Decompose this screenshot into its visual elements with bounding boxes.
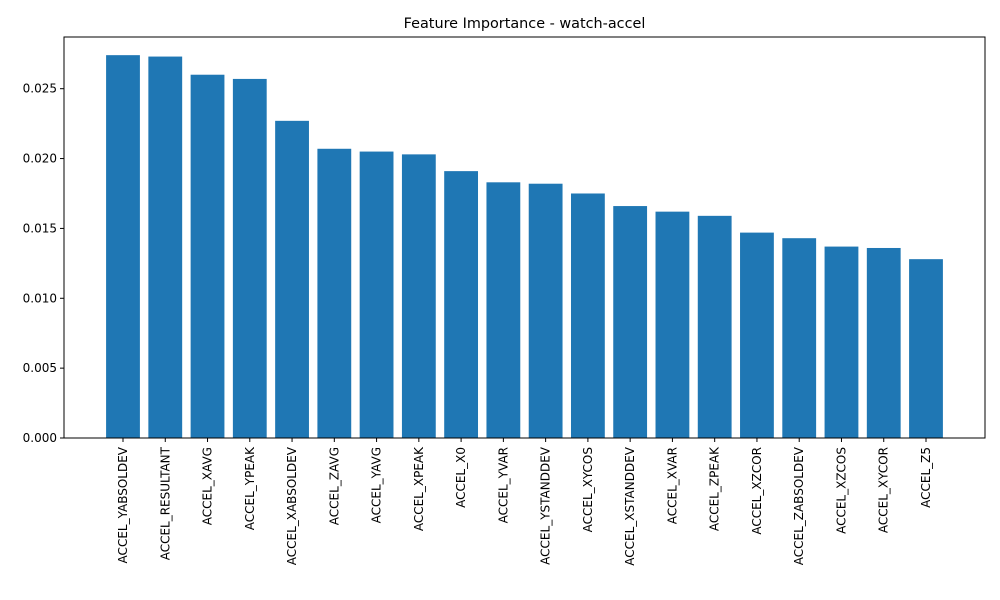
x-tick-label: ACCEL_XPEAK (412, 446, 426, 531)
bar-accel-zabsoldev (782, 238, 817, 438)
bars-group (106, 55, 943, 439)
plot-frame (63, 36, 986, 439)
y-tick-label: 0.015 (23, 221, 57, 235)
bar-accel-yvar (486, 182, 521, 438)
bar-accel-yavg (359, 151, 394, 438)
x-tick-label: ACCEL_X0 (454, 447, 468, 508)
x-tick-label: ACCEL_YSTANDDEV (539, 446, 553, 565)
x-tick-label: ACCEL_XZCOR (750, 447, 764, 535)
x-tick-label: ACCEL_ZPEAK (708, 446, 722, 531)
x-tick-label: ACCEL_XAVG (201, 447, 215, 525)
y-tick-label: 0.010 (23, 291, 57, 305)
x-tick-label: ACCEL_YABSOLDEV (116, 446, 130, 563)
x-tick-label: ACCEL_XYCOS (581, 447, 595, 532)
x-tick-label: ACCEL_Z5 (919, 447, 933, 508)
bar-accel-xpeak (401, 154, 436, 438)
y-tick-label: 0.000 (23, 431, 57, 445)
x-tick-label: ACCEL_ZAVG (327, 447, 341, 525)
bar-accel-xycos (570, 193, 605, 438)
x-axis: ACCEL_YABSOLDEV ACCEL_RESULTANT ACCEL_XAVG… (116, 438, 933, 566)
x-tick-label: ACCEL_XYCOR (877, 447, 891, 533)
bar-accel-ypeak (232, 78, 267, 439)
chart-title: Feature Importance - watch-accel (404, 16, 646, 32)
bar-accel-yabsoldev (106, 55, 140, 438)
x-tick-label: ACCEL_XSTANDDEV (623, 446, 637, 566)
bar-accel-xabsoldev (275, 120, 309, 438)
x-tick-label: ACCEL_YAVG (370, 447, 384, 523)
bar-accel-resultant (148, 56, 183, 439)
bar-accel-xvar (655, 211, 690, 438)
bar-accel-zpeak (697, 215, 732, 438)
x-tick-label: ACCEL_YPEAK (243, 446, 257, 530)
bar-accel-xavg (190, 74, 225, 438)
x-tick-label: ACCEL_RESULTANT (158, 446, 172, 560)
y-tick-label: 0.020 (23, 152, 57, 166)
bar-accel-xycor (866, 247, 901, 438)
x-tick-label: ACCEL_XVAR (665, 447, 679, 524)
bar-accel-zavg (317, 148, 352, 438)
bar-accel-xstanddev (613, 206, 648, 438)
x-tick-label: ACCEL_YVAR (496, 447, 510, 523)
x-tick-label: ACCEL_XZCOS (834, 447, 848, 534)
bar-accel-z5 (909, 259, 943, 438)
x-tick-label: ACCEL_ZABSOLDEV (792, 446, 806, 565)
bar-accel-xzcos (824, 246, 859, 438)
bar-accel-xzcor (740, 232, 774, 438)
y-axis: 0.000 0.005 0.010 0.015 0.020 0.025 (23, 82, 64, 445)
bar-accel-x0 (444, 171, 479, 438)
x-tick-label: ACCEL_XABSOLDEV (285, 446, 299, 565)
bar-accel-ystanddev (528, 183, 563, 438)
y-tick-label: 0.025 (23, 82, 57, 96)
y-tick-label: 0.005 (23, 361, 57, 375)
